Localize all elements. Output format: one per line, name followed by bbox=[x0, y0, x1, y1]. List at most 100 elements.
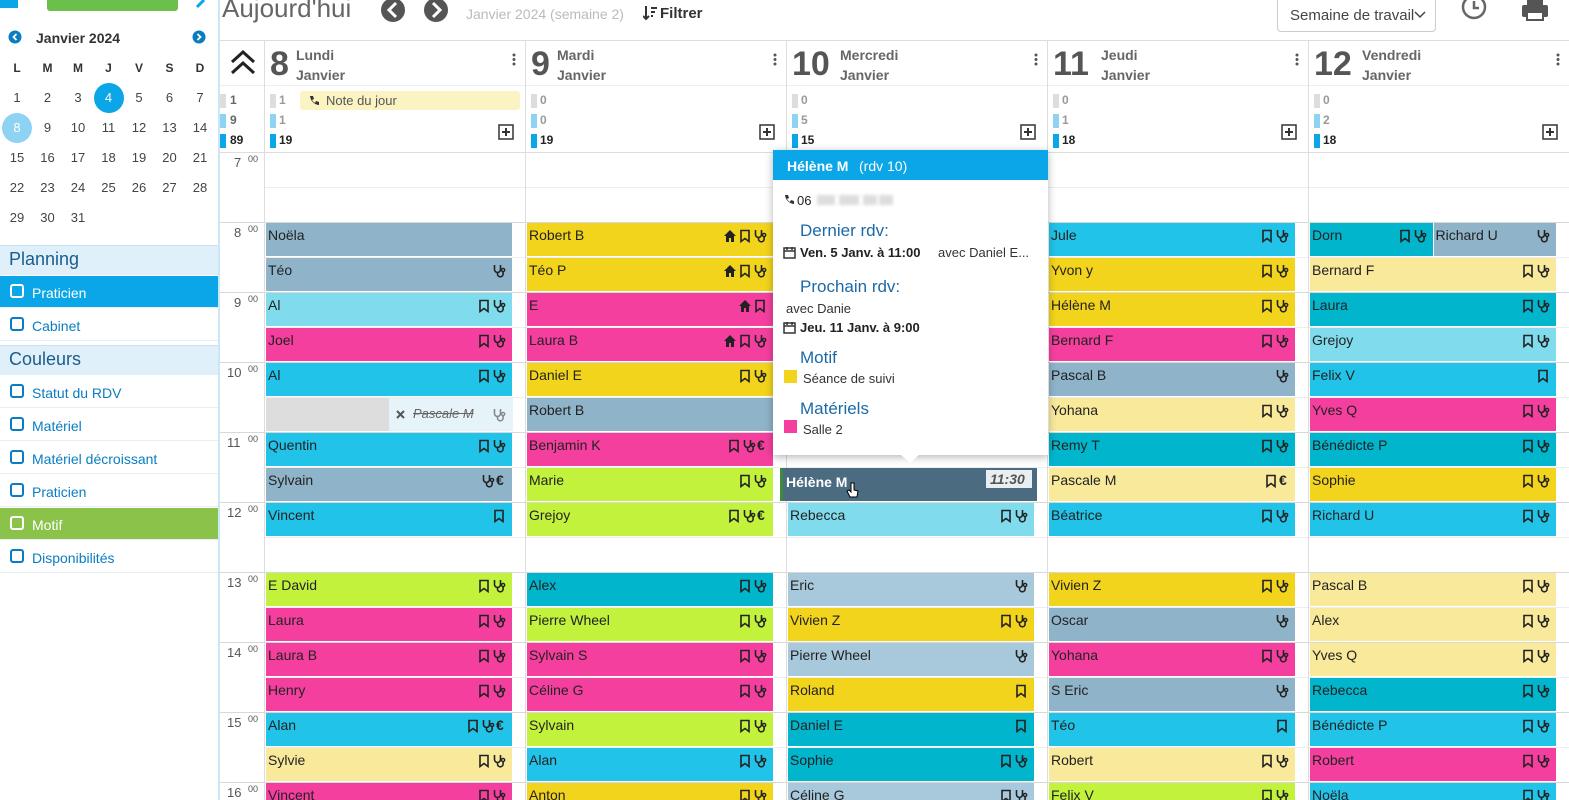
appointment[interactable]: Quentin bbox=[266, 433, 512, 466]
appointment[interactable]: Alan bbox=[527, 748, 773, 781]
day-cell[interactable]: 12 bbox=[131, 120, 147, 135]
appointment[interactable]: Yvon y bbox=[1049, 258, 1295, 291]
day-cell[interactable]: 30 bbox=[40, 210, 55, 225]
day-cell[interactable]: 10 bbox=[70, 120, 86, 135]
today-title[interactable]: Aujourd'hui bbox=[222, 0, 352, 23]
appointment[interactable]: Pierre Wheel bbox=[527, 608, 773, 641]
day-cell[interactable]: 29 bbox=[9, 210, 25, 225]
appointment[interactable]: Al bbox=[266, 363, 512, 396]
appointment[interactable]: Sylvain € bbox=[266, 468, 512, 501]
appointment[interactable]: Alex bbox=[527, 573, 773, 606]
day-cell[interactable]: 13 bbox=[162, 120, 177, 135]
day-cell[interactable]: 1 bbox=[13, 90, 21, 105]
filter-icon[interactable] bbox=[643, 5, 657, 21]
history-icon[interactable] bbox=[1460, 0, 1488, 22]
appointment[interactable]: Al bbox=[266, 293, 512, 326]
appointment[interactable]: Alan € bbox=[266, 713, 512, 746]
collapse-top[interactable] bbox=[230, 50, 256, 76]
appointment-cancelled[interactable]: Pascale M bbox=[389, 398, 513, 431]
appointment[interactable]: E bbox=[527, 293, 773, 326]
appointment[interactable]: Noëla bbox=[266, 223, 512, 256]
day-cell[interactable]: 2 bbox=[43, 90, 52, 105]
day-note[interactable]: Note du jour bbox=[300, 91, 520, 110]
appointment[interactable]: Téo P bbox=[527, 258, 773, 291]
appointment[interactable]: Eric bbox=[788, 573, 1034, 606]
day-cell[interactable]: 26 bbox=[131, 180, 147, 195]
appointment[interactable]: Jule bbox=[1049, 223, 1295, 256]
appointment[interactable]: Laura B bbox=[527, 328, 773, 361]
sidebar-item[interactable]: Matériel bbox=[0, 409, 218, 441]
appointment[interactable]: Daniel E bbox=[788, 713, 1034, 746]
day-cell[interactable]: 17 bbox=[70, 150, 86, 165]
day-cell[interactable]: 3 bbox=[74, 90, 82, 105]
appointment[interactable]: Bernard F bbox=[1310, 258, 1556, 291]
appointment[interactable]: Téo bbox=[1049, 713, 1295, 746]
sidebar-item[interactable]: Matériel décroissant bbox=[0, 442, 218, 474]
day-cell[interactable]: 16 bbox=[40, 150, 55, 165]
appointment[interactable]: S Eric bbox=[1049, 678, 1295, 711]
day-cell[interactable]: 15 bbox=[9, 150, 25, 165]
appointment[interactable]: Bénédicte P bbox=[1310, 433, 1556, 466]
appointment[interactable]: Pascale M € bbox=[1049, 468, 1295, 501]
appointment[interactable]: Bénédicte P bbox=[1310, 713, 1556, 746]
sidebar-item[interactable]: Cabinet bbox=[0, 309, 218, 341]
appointment[interactable]: Yves Q bbox=[1310, 398, 1556, 431]
sidebar-item[interactable]: Praticien bbox=[0, 276, 218, 308]
appointment[interactable]: Pierre Wheel bbox=[788, 643, 1034, 676]
appointment[interactable]: Sophie bbox=[1310, 468, 1556, 501]
day-cell[interactable]: 31 bbox=[70, 210, 86, 225]
appointment[interactable]: Sophie bbox=[788, 748, 1034, 781]
day-cell[interactable]: 19 bbox=[131, 150, 147, 165]
appointment[interactable]: Richard U bbox=[1310, 503, 1556, 536]
appointment[interactable]: Marie bbox=[527, 468, 773, 501]
print-icon[interactable] bbox=[1520, 0, 1550, 24]
day-cell[interactable]: 22 bbox=[9, 180, 25, 195]
appointment[interactable]: Joel bbox=[266, 328, 512, 361]
day-cell[interactable]: 9 bbox=[43, 120, 52, 135]
day-cell[interactable]: 27 bbox=[162, 180, 177, 195]
day-cell[interactable]: 18 bbox=[101, 150, 116, 165]
appointment[interactable]: Benjamin K € bbox=[527, 433, 773, 466]
new-button[interactable] bbox=[47, 0, 178, 11]
appointment[interactable]: Oscar bbox=[1049, 608, 1295, 641]
day-cell[interactable]: 28 bbox=[192, 180, 208, 195]
appointment[interactable]: Yves Q bbox=[1310, 643, 1556, 676]
sidebar-item[interactable]: Motif bbox=[0, 508, 218, 540]
appointment[interactable]: Richard U bbox=[1433, 223, 1556, 256]
appointment[interactable]: Rebecca bbox=[1310, 678, 1556, 711]
appointment[interactable]: Vincent bbox=[266, 503, 512, 536]
appointment[interactable]: Roland bbox=[788, 678, 1034, 711]
appointment[interactable]: Yohana bbox=[1049, 643, 1295, 676]
day-cell[interactable]: 23 bbox=[40, 180, 55, 195]
day-cell[interactable]: 14 bbox=[192, 120, 208, 135]
appointment[interactable]: Béatrice bbox=[1049, 503, 1295, 536]
appointment[interactable]: Téo bbox=[266, 258, 512, 291]
appointment[interactable]: Pascal B bbox=[1049, 363, 1295, 396]
appointment[interactable]: Laura bbox=[266, 608, 512, 641]
appointment[interactable]: Vincent bbox=[266, 783, 512, 800]
appointment[interactable]: Alex bbox=[1310, 608, 1556, 641]
appointment[interactable]: Sylvain S bbox=[527, 643, 773, 676]
appointment-selected[interactable]: Hélène M 11:30 bbox=[780, 468, 1037, 501]
filter-button[interactable]: Filtrer bbox=[660, 5, 703, 22]
appointment[interactable]: Laura B bbox=[266, 643, 512, 676]
collapse-icon[interactable] bbox=[192, 0, 208, 10]
sidebar-item[interactable]: Disponibilités bbox=[0, 541, 218, 573]
appointment[interactable]: Grejoy € bbox=[527, 503, 773, 536]
appointment[interactable]: Robert bbox=[1310, 748, 1556, 781]
appointment[interactable]: Felix V bbox=[1049, 783, 1295, 800]
appointment[interactable]: Bernard F bbox=[1049, 328, 1295, 361]
sidebar-item[interactable]: Statut du RDV bbox=[0, 376, 218, 408]
appointment[interactable]: Grejoy bbox=[1310, 328, 1556, 361]
sidebar-item[interactable]: Praticien bbox=[0, 475, 218, 507]
appointment[interactable]: Daniel E bbox=[527, 363, 773, 396]
day-cell[interactable]: 21 bbox=[192, 150, 208, 165]
appointment[interactable]: E David bbox=[266, 573, 512, 606]
appointment[interactable]: Pascal B bbox=[1310, 573, 1556, 606]
appointment[interactable]: Laura bbox=[1310, 293, 1556, 326]
day-cell[interactable]: 4 bbox=[104, 90, 113, 105]
appointment[interactable]: Anton bbox=[527, 783, 773, 800]
appointment[interactable]: Robert B bbox=[527, 398, 773, 431]
appointment[interactable]: Sylvain bbox=[527, 713, 773, 746]
day-cell[interactable]: 11 bbox=[101, 120, 116, 135]
